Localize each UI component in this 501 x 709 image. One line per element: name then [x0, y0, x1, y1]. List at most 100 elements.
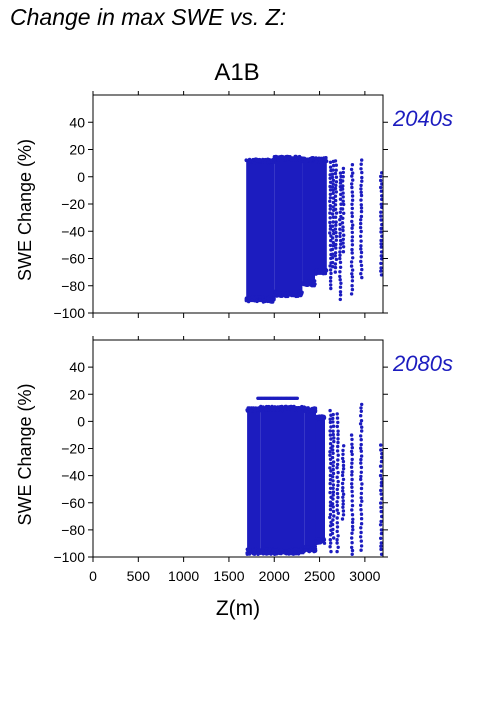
data-point: [379, 480, 383, 485]
data-point: [313, 544, 317, 549]
data-point: [333, 262, 338, 266]
data-point: [333, 254, 337, 258]
data-point: [350, 174, 354, 178]
data-point: [360, 499, 364, 503]
data-point: [380, 171, 383, 175]
data-point: [306, 157, 310, 162]
data-point: [350, 477, 354, 482]
data-point: [351, 528, 355, 532]
data-point: [338, 270, 342, 274]
data-point: [288, 551, 292, 555]
data-point: [350, 275, 355, 279]
data-point: [342, 233, 346, 237]
data-point: [379, 226, 383, 231]
data-point: [331, 509, 336, 514]
data-point: [342, 444, 346, 448]
data-point: [335, 549, 339, 554]
data-point: [328, 160, 333, 164]
data-point: [338, 297, 342, 302]
data-point: [350, 461, 354, 465]
data-point: [359, 454, 364, 458]
data-point: [379, 448, 383, 452]
data-point: [359, 206, 364, 210]
data-point: [269, 300, 273, 304]
data-point: [341, 228, 345, 233]
data-point: [359, 255, 363, 259]
data-point: [379, 218, 383, 222]
data-point: [380, 497, 383, 501]
data-point: [350, 473, 354, 477]
data-point: [379, 536, 383, 540]
data-point: [333, 203, 338, 207]
data-point: [331, 451, 335, 455]
data-point: [359, 250, 364, 255]
data-point: [379, 501, 383, 505]
data-point: [252, 552, 257, 556]
data-point: [351, 256, 355, 260]
data-point: [380, 182, 383, 186]
data-point: [275, 550, 280, 554]
data-point: [296, 548, 301, 552]
data-point: [336, 511, 340, 515]
data-point: [379, 509, 383, 514]
data-point: [303, 406, 308, 410]
data-point: [379, 541, 383, 545]
x-tick-label: 1500: [213, 568, 244, 584]
data-point: [245, 552, 249, 556]
data-point: [328, 188, 333, 192]
data-point: [359, 461, 363, 465]
data-point: [350, 545, 354, 550]
data-point: [298, 158, 302, 162]
data-point: [261, 295, 265, 299]
y-tick-label: −40: [61, 468, 85, 484]
data-point: [341, 191, 345, 195]
data-point: [349, 292, 354, 296]
data-point: [349, 449, 354, 454]
data-point: [290, 156, 295, 160]
data-point: [331, 493, 335, 497]
data-point: [341, 499, 345, 503]
data-point: [350, 185, 354, 190]
data-point: [338, 290, 343, 294]
data-point: [360, 275, 364, 280]
data-point: [335, 500, 339, 504]
data-point: [284, 404, 288, 409]
data-point: [336, 429, 340, 433]
data-point: [380, 197, 383, 202]
data-point: [338, 256, 342, 261]
data-point: [379, 261, 383, 266]
data-point: [350, 235, 355, 239]
data-point: [336, 432, 340, 437]
data-point: [341, 170, 345, 175]
data-point: [328, 268, 333, 272]
data-point: [360, 179, 364, 183]
data-point: [317, 157, 321, 162]
y-tick-label: −20: [61, 196, 85, 212]
data-point: [332, 514, 336, 518]
data-point: [334, 190, 338, 194]
data-point: [338, 210, 342, 214]
data-point: [350, 548, 355, 553]
data-point: [334, 163, 338, 167]
data-point: [272, 406, 277, 410]
data-point: [338, 274, 342, 279]
y-axis-label: SWE Change (%): [15, 383, 35, 525]
data-point: [340, 207, 345, 211]
data-point: [328, 216, 332, 220]
data-point: [359, 414, 363, 418]
data-point: [334, 175, 339, 179]
data-point: [341, 477, 346, 482]
data-point: [313, 548, 317, 552]
data-point: [350, 524, 355, 529]
data-point: [350, 230, 354, 235]
data-point: [342, 211, 346, 215]
data-point: [379, 242, 383, 246]
data-point: [283, 408, 287, 412]
data-point: [359, 517, 364, 521]
data-point: [261, 405, 265, 409]
data-point: [252, 406, 257, 411]
data-point: [314, 539, 318, 543]
data-point: [292, 404, 296, 409]
data-point: [310, 409, 315, 413]
points-group: [245, 396, 383, 556]
